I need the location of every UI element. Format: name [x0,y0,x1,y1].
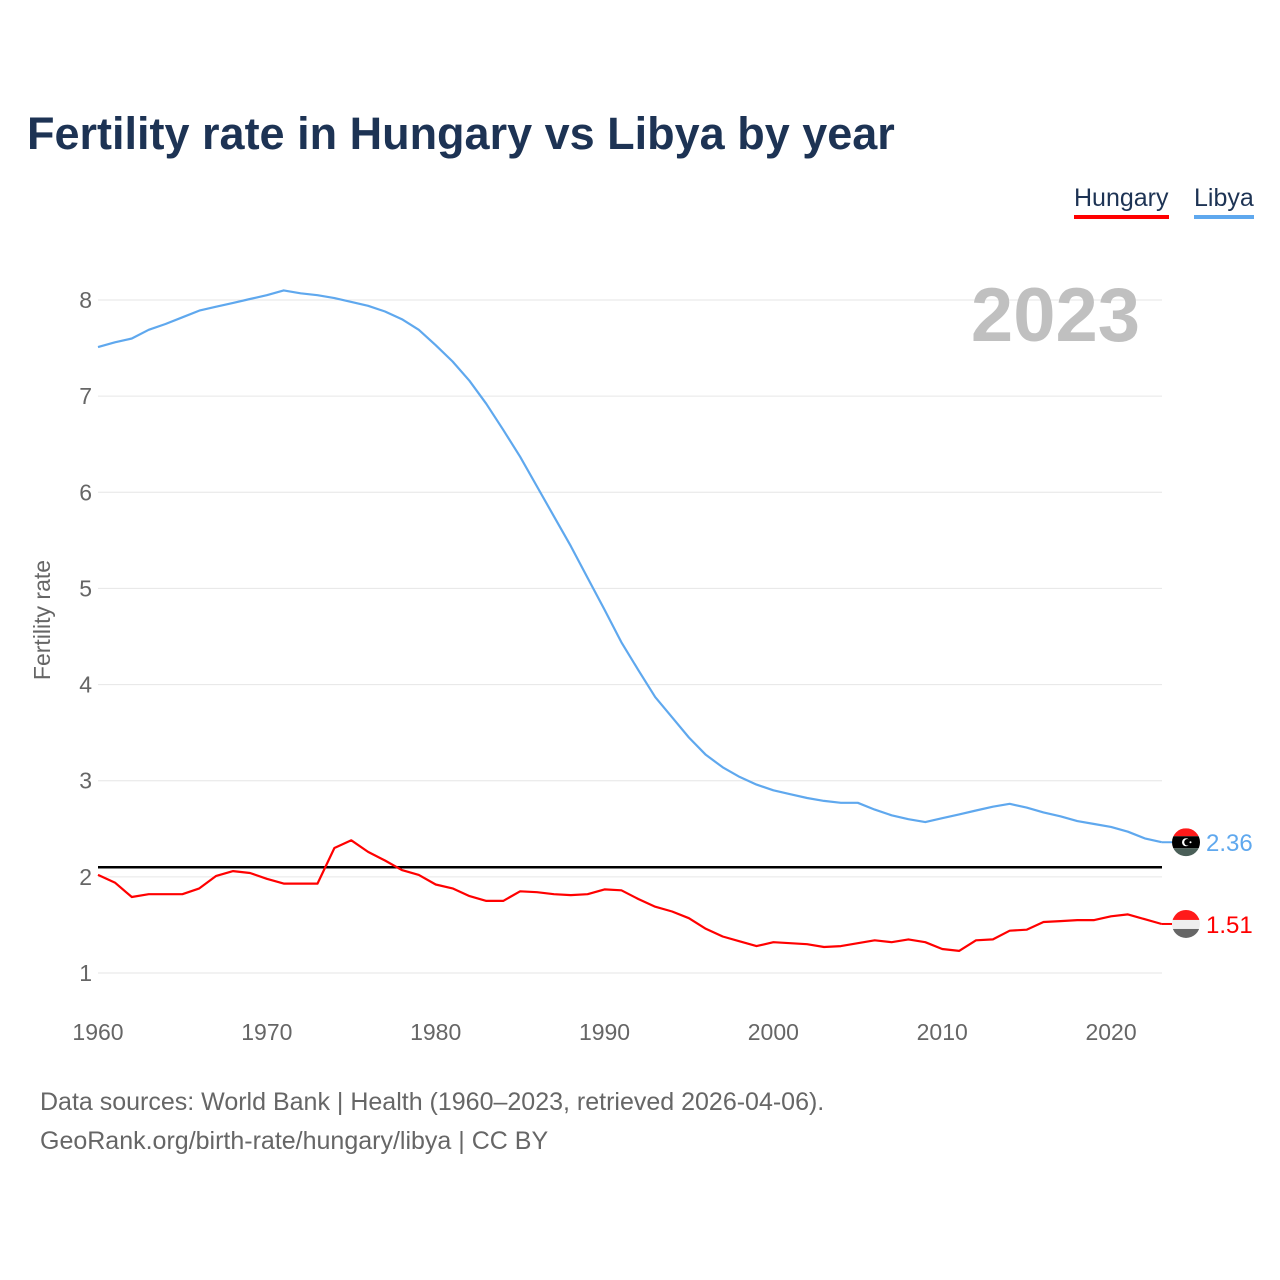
y-tick-label: 2 [79,864,92,890]
libya-flag-icon [1172,828,1200,857]
year-watermark: 2023 [971,273,1140,358]
legend-libya[interactable]: Libya [1194,184,1254,219]
y-tick-label: 8 [79,287,92,313]
x-tick-label: 1960 [72,1019,123,1045]
x-tick-label: 1970 [241,1019,292,1045]
series-line-hungary [97,839,1163,953]
x-tick-label: 2020 [1085,1019,1136,1045]
chart-title: Fertility rate in Hungary vs Libya by ye… [27,108,895,159]
end-value-label: 1.51 [1206,912,1253,939]
y-axis-label: Fertility rate [29,560,55,680]
source-text: Data sources: World Bank | Health (1960–… [40,1088,825,1116]
series-line-libya [97,289,1162,844]
x-tick-label: 2000 [748,1019,799,1045]
x-tick-label: 1980 [410,1019,461,1045]
end-value-label: 2.36 [1206,830,1253,857]
x-tick-label: 1990 [579,1019,630,1045]
source-link[interactable]: GeoRank.org/birth-rate/hungary/libya | C… [40,1127,549,1155]
legend-hungary[interactable]: Hungary [1074,184,1169,219]
hungary-flag-icon [1172,909,1200,938]
y-tick-label: 4 [79,672,92,698]
x-tick-label: 2010 [917,1019,968,1045]
y-tick-label: 7 [79,383,92,409]
y-tick-label: 1 [79,960,92,986]
y-tick-label: 5 [79,575,92,601]
y-tick-label: 3 [79,768,92,794]
y-tick-label: 6 [79,479,92,505]
